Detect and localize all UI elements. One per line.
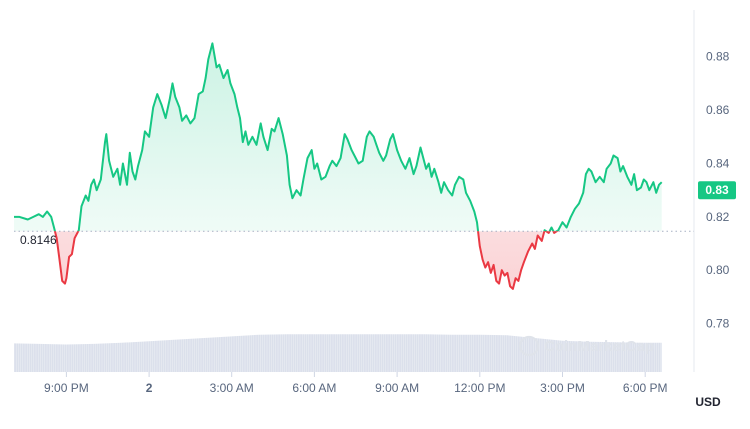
coinmarketcap-watermark: CoinMarketCap	[518, 335, 654, 357]
area-fill-down	[14, 231, 662, 289]
x-tick-label: 12:00 PM	[454, 381, 505, 395]
axis-ticks: 0.88 0.86 0.84 0.82 0.80 0.78 9:00 PM 2 3:00 AM 6…	[44, 50, 730, 395]
current-price-label: 0.83	[705, 183, 729, 197]
y-tick-label: 0.88	[706, 50, 730, 64]
volume-shape	[14, 334, 662, 372]
x-tick-label: 3:00 PM	[540, 381, 585, 395]
current-price-badge-bg	[698, 181, 736, 200]
volume-area	[13, 314, 662, 372]
area-fill-up	[14, 43, 662, 232]
y-tick-label: 0.86	[706, 103, 730, 117]
x-tick-label: 6:00 AM	[292, 381, 336, 395]
price-line	[14, 42, 663, 290]
current-price-badge: 0.83	[698, 181, 736, 200]
x-tick-label: 6:00 PM	[623, 381, 668, 395]
y-tick-label: 0.80	[706, 263, 730, 277]
reference-price-label: 0.8146	[20, 233, 57, 247]
y-tick-label: 0.82	[706, 210, 730, 224]
price-area-fill	[14, 43, 662, 289]
watermark-text: CoinMarketCap	[544, 338, 654, 355]
price-line-up	[14, 42, 663, 232]
x-tick-label: 9:00 PM	[44, 381, 89, 395]
coinmarketcap-logo-icon	[518, 335, 540, 357]
x-tick-label: 2	[146, 381, 153, 395]
y-tick-label: 0.84	[706, 157, 730, 171]
y-tick-label: 0.78	[706, 317, 730, 331]
x-tick-label: 3:00 AM	[210, 381, 254, 395]
currency-label: USD	[695, 395, 721, 409]
x-tick-label: 9:00 AM	[375, 381, 419, 395]
